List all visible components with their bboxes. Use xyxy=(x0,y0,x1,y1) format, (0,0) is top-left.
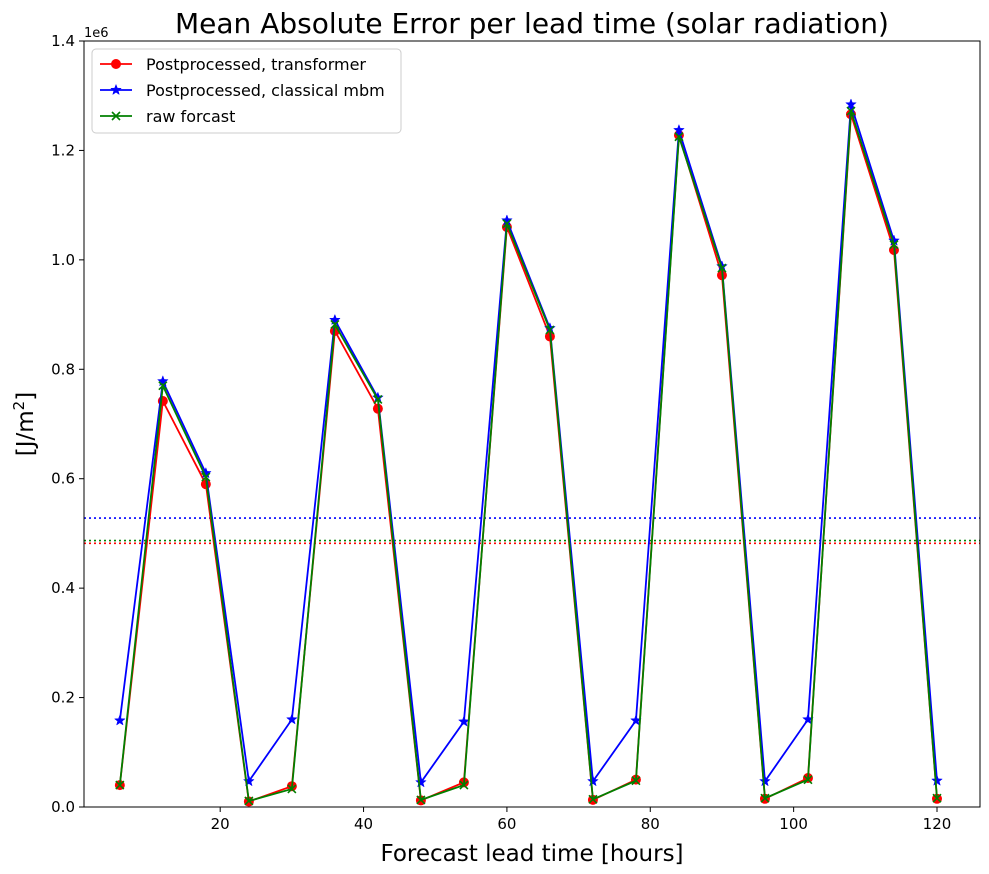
y-axis-label-base: [J/m xyxy=(13,410,39,456)
y-tick-label: 0.8 xyxy=(51,360,75,378)
data-point xyxy=(459,780,469,790)
data-point xyxy=(889,239,899,250)
y-tick-label: 0.2 xyxy=(51,689,75,707)
data-point xyxy=(373,394,383,404)
data-point xyxy=(115,780,125,790)
legend-marker xyxy=(111,59,121,69)
x-tick-label: 80 xyxy=(641,815,660,833)
chart-title: Mean Absolute Error per lead time (solar… xyxy=(175,7,889,40)
y-tick-label: 0.0 xyxy=(51,798,75,816)
x-axis: 20 40 60 80 100 120 xyxy=(211,807,952,833)
series-layer xyxy=(113,98,943,807)
data-point xyxy=(330,319,340,329)
data-point xyxy=(285,713,298,725)
data-point xyxy=(244,796,254,806)
legend-marker xyxy=(111,111,121,121)
data-point xyxy=(158,381,168,391)
data-point xyxy=(587,775,599,787)
data-point xyxy=(242,775,255,787)
y-tick-label: 0.6 xyxy=(51,470,75,488)
x-axis-label: Forecast lead time [hours] xyxy=(380,841,683,867)
x-tick-label: 60 xyxy=(497,815,516,833)
legend-label: raw forcast xyxy=(146,107,235,126)
data-point xyxy=(201,472,211,482)
x-tick-label: 100 xyxy=(779,815,808,833)
data-point xyxy=(416,795,426,805)
data-point xyxy=(414,776,427,788)
y-tick-label: 0.4 xyxy=(51,579,75,597)
y-tick-label: 1.2 xyxy=(51,141,75,159)
data-point xyxy=(545,325,555,335)
data-point xyxy=(845,98,857,110)
data-point xyxy=(674,132,684,142)
mean-lines xyxy=(84,517,980,545)
data-point xyxy=(673,123,685,136)
legend-label: Postprocessed, classical mbm xyxy=(146,81,385,100)
x-tick-label: 40 xyxy=(354,815,373,833)
y-axis: 0.0 0.2 0.4 0.6 0.8 1.0 1.2 1.4 xyxy=(51,32,84,816)
y-axis-label-sup: 2 xyxy=(10,401,28,411)
series-1 xyxy=(113,98,943,788)
data-point xyxy=(328,313,341,326)
data-point xyxy=(588,794,598,804)
data-point xyxy=(759,775,771,787)
y-axis-label: [J/m2] xyxy=(10,392,39,456)
data-point xyxy=(760,793,770,803)
legend-item: raw forcast xyxy=(100,107,235,126)
series-0 xyxy=(114,109,942,807)
data-point xyxy=(502,219,512,229)
data-point xyxy=(113,714,126,726)
y-tick-label: 1.0 xyxy=(51,251,75,269)
y-axis-multiplier: 1e6 xyxy=(84,26,109,41)
legend-item: Postprocessed, transformer xyxy=(100,55,366,74)
series-line xyxy=(118,114,938,803)
plot-frame xyxy=(83,40,981,808)
data-point xyxy=(287,784,297,794)
legend-marker xyxy=(110,83,122,96)
data-point xyxy=(846,106,856,116)
data-point xyxy=(932,793,942,803)
x-tick-label: 20 xyxy=(211,815,230,833)
y-tick-label: 1.4 xyxy=(51,32,75,50)
legend: Postprocessed, transformer Postprocessed,… xyxy=(91,48,402,134)
legend-label: Postprocessed, transformer xyxy=(146,55,366,74)
legend-frame xyxy=(91,48,402,134)
data-point xyxy=(717,263,727,273)
series-line xyxy=(118,104,938,785)
y-axis-label-end: ] xyxy=(13,392,39,401)
series-2 xyxy=(115,106,942,806)
data-point xyxy=(803,775,813,785)
data-point xyxy=(931,774,943,786)
legend-item: Postprocessed, classical mbm xyxy=(100,81,385,100)
series-line xyxy=(118,110,938,803)
data-point xyxy=(457,715,470,727)
data-point xyxy=(631,776,641,786)
x-tick-label: 120 xyxy=(923,815,952,833)
